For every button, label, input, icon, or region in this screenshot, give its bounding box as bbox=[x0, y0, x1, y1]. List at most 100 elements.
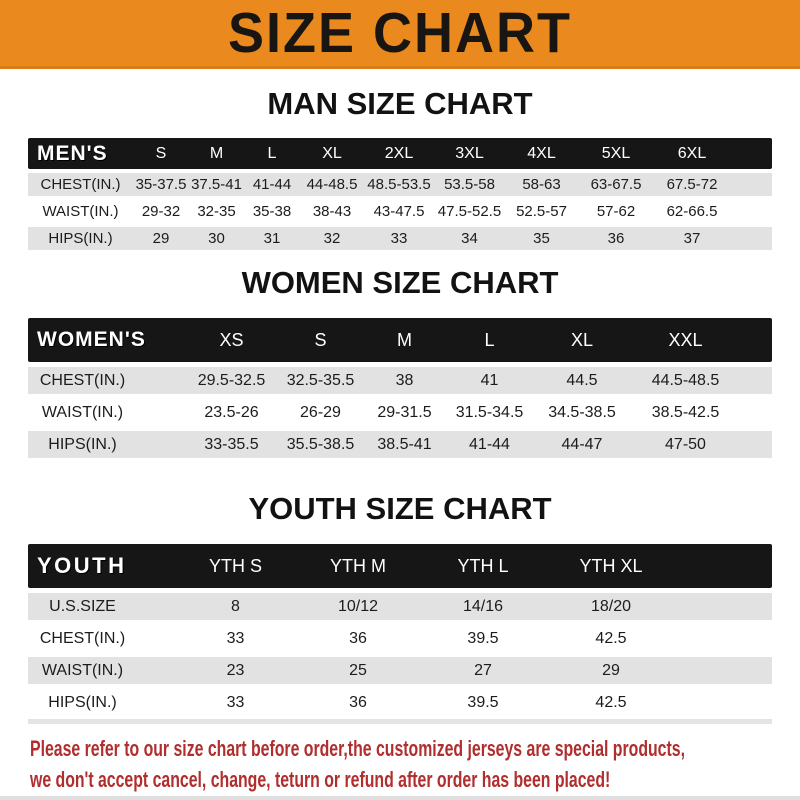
size-column-header: 5XL bbox=[601, 144, 631, 162]
size-value-cell: 35.5-38.5 bbox=[286, 435, 355, 453]
size-value-cell: 10/12 bbox=[337, 597, 379, 615]
row-label: HIPS(IN.) bbox=[48, 435, 117, 453]
size-column-header: XS bbox=[219, 329, 244, 350]
size-column-header: L bbox=[267, 144, 277, 162]
size-value-cell: 14/16 bbox=[462, 597, 504, 615]
size-value-cell: 47.5-52.5 bbox=[437, 203, 502, 220]
table-row: CHEST(IN.) 35-37.5 37.5-41 41-44 44-48.5… bbox=[28, 173, 772, 196]
size-value-cell: 31 bbox=[263, 230, 281, 247]
disclaimer-note: Please refer to our size chart before or… bbox=[30, 733, 800, 795]
size-value-cell: 42.5 bbox=[595, 693, 627, 711]
row-label: HIPS(IN.) bbox=[48, 693, 117, 711]
youth-size-chart-section: YOUTH SIZE CHART YOUTH YTH S YTH M YTH L… bbox=[0, 491, 800, 724]
size-value-cell: 44.5-48.5 bbox=[651, 371, 720, 389]
row-label: U.S.SIZE bbox=[49, 597, 116, 615]
size-value-cell: 41-44 bbox=[252, 176, 292, 193]
size-value-cell: 38-43 bbox=[312, 203, 352, 220]
bottom-edge-strip bbox=[0, 796, 800, 800]
size-value-cell: 32-35 bbox=[197, 203, 236, 220]
size-value-cell: 35-37.5 bbox=[135, 176, 187, 193]
size-column-header: YTH XL bbox=[579, 555, 643, 576]
size-column-header: XL bbox=[322, 144, 342, 162]
size-value-cell: 29-31.5 bbox=[377, 403, 432, 421]
size-column-header: YTH S bbox=[208, 555, 262, 576]
size-value-cell: 35 bbox=[533, 230, 550, 247]
size-value-cell: 58-63 bbox=[522, 176, 561, 193]
women-size-table: WOMEN'S XS S M L XL XXL CHEST(IN.) 29.5-… bbox=[28, 318, 772, 458]
size-value-cell: 33 bbox=[226, 629, 245, 647]
size-column-header: S bbox=[314, 329, 327, 350]
size-column-header: M bbox=[397, 329, 412, 350]
size-chart-banner: SIZE CHART bbox=[0, 0, 800, 69]
row-label: CHEST(IN.) bbox=[39, 629, 126, 647]
table-row: HIPS(IN.) 33 36 39.5 42.5 bbox=[28, 689, 772, 716]
table-row: WAIST(IN.) 23 25 27 29 bbox=[28, 657, 772, 684]
size-column-header: XXL bbox=[668, 329, 703, 350]
size-value-cell: 47-50 bbox=[665, 435, 706, 453]
size-value-cell: 38 bbox=[395, 371, 414, 389]
row-label: WAIST(IN.) bbox=[42, 203, 119, 220]
size-value-cell: 27 bbox=[474, 661, 492, 679]
size-value-cell: 8 bbox=[231, 597, 240, 615]
row-label: WAIST(IN.) bbox=[41, 403, 124, 421]
size-value-cell: 39.5 bbox=[467, 693, 499, 711]
size-value-cell: 42.5 bbox=[595, 629, 627, 647]
table-header-row: YOUTH YTH S YTH M YTH L YTH XL bbox=[28, 544, 772, 588]
size-value-cell: 62-66.5 bbox=[666, 203, 718, 220]
table-header-row: WOMEN'S XS S M L XL XXL bbox=[28, 318, 772, 362]
size-value-cell: 29-32 bbox=[141, 203, 181, 220]
size-value-cell: 26-29 bbox=[300, 403, 341, 421]
size-value-cell: 44-47 bbox=[561, 435, 603, 453]
size-value-cell: 33-35.5 bbox=[204, 435, 259, 453]
size-value-cell: 53.5-58 bbox=[444, 176, 495, 193]
size-value-cell: 36 bbox=[349, 629, 367, 647]
size-column-header: 6XL bbox=[677, 144, 707, 162]
size-value-cell: 57-62 bbox=[596, 203, 636, 220]
size-column-header: YTH L bbox=[457, 555, 509, 576]
size-column-header: 4XL bbox=[527, 144, 556, 162]
table-row: WAIST(IN.) 29-32 32-35 35-38 38-43 43-47… bbox=[28, 200, 772, 223]
women-section-title: WOMEN SIZE CHART bbox=[241, 265, 559, 300]
table-row: CHEST(IN.) 29.5-32.5 32.5-35.5 38 41 44.… bbox=[28, 367, 772, 394]
size-value-cell: 44.5 bbox=[566, 371, 598, 389]
size-value-cell: 32 bbox=[323, 230, 341, 247]
size-value-cell: 63-67.5 bbox=[590, 176, 642, 193]
disclaimer-line-1: Please refer to our size chart before or… bbox=[30, 736, 685, 761]
row-label: CHEST(IN.) bbox=[39, 371, 126, 389]
youth-section-title: YOUTH SIZE CHART bbox=[248, 491, 552, 526]
table-row: U.S.SIZE 8 10/12 14/16 18/20 bbox=[28, 593, 772, 620]
table-row: CHEST(IN.) 33 36 39.5 42.5 bbox=[28, 625, 772, 652]
size-value-cell: 31.5-34.5 bbox=[455, 403, 524, 421]
corner-label: WOMEN'S bbox=[37, 328, 146, 351]
size-value-cell: 67.5-72 bbox=[666, 176, 718, 193]
size-value-cell: 35-38 bbox=[252, 203, 292, 220]
size-value-cell: 18/20 bbox=[590, 597, 632, 615]
row-label: CHEST(IN.) bbox=[40, 176, 121, 193]
size-column-header: L bbox=[484, 329, 495, 350]
table-header-row: MEN'S S M L XL 2XL 3XL 4XL 5XL 6XL bbox=[28, 138, 772, 169]
size-value-cell: 41 bbox=[480, 371, 499, 389]
size-column-header: YTH M bbox=[330, 555, 386, 576]
size-value-cell: 29 bbox=[602, 661, 620, 679]
table-row: HIPS(IN.) 29 30 31 32 33 34 35 36 37 bbox=[28, 227, 772, 250]
size-value-cell: 30 bbox=[208, 230, 225, 247]
size-column-header: 3XL bbox=[455, 144, 484, 162]
man-size-chart-section: MAN SIZE CHART MEN'S S M L XL 2XL 3XL 4X… bbox=[0, 86, 800, 250]
size-column-header: XL bbox=[570, 329, 594, 350]
man-section-title: MAN SIZE CHART bbox=[267, 86, 533, 121]
size-value-cell: 25 bbox=[349, 661, 367, 679]
banner-title: SIZE CHART bbox=[228, 1, 572, 65]
size-value-cell: 23.5-26 bbox=[204, 403, 259, 421]
corner-label: MEN'S bbox=[37, 141, 108, 165]
youth-size-table: YOUTH YTH S YTH M YTH L YTH XL U.S.SIZE … bbox=[28, 544, 772, 724]
size-value-cell: 32.5-35.5 bbox=[286, 371, 355, 389]
size-value-cell: 23 bbox=[226, 661, 245, 679]
man-size-table: MEN'S S M L XL 2XL 3XL 4XL 5XL 6XL CHEST… bbox=[28, 138, 772, 250]
corner-label: YOUTH bbox=[37, 553, 127, 578]
table-row: WAIST(IN.) 23.5-26 26-29 29-31.5 31.5-34… bbox=[28, 399, 772, 426]
size-value-cell: 34 bbox=[461, 230, 478, 247]
size-value-cell: 33 bbox=[226, 693, 245, 711]
size-value-cell: 36 bbox=[349, 693, 367, 711]
size-value-cell: 38.5-42.5 bbox=[651, 403, 720, 421]
size-value-cell: 37.5-41 bbox=[191, 176, 242, 193]
